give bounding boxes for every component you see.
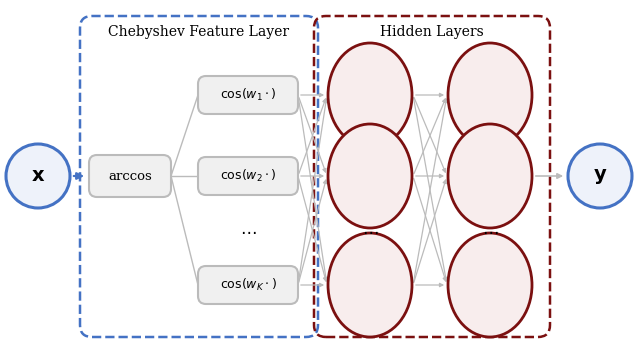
Ellipse shape [6,144,70,208]
Ellipse shape [448,43,532,147]
Ellipse shape [568,144,632,208]
Text: Hidden Layers: Hidden Layers [380,25,484,39]
Ellipse shape [328,43,412,147]
FancyBboxPatch shape [89,155,171,197]
Text: $\mathbf{y}$: $\mathbf{y}$ [593,167,607,185]
Ellipse shape [328,233,412,337]
Text: arccos: arccos [108,169,152,183]
Text: $\mathbf{x}$: $\mathbf{x}$ [31,167,45,185]
Ellipse shape [328,124,412,228]
Text: $\cos(w_1\cdot)$: $\cos(w_1\cdot)$ [220,87,276,103]
Text: $\cos(w_2\cdot)$: $\cos(w_2\cdot)$ [220,168,276,184]
Ellipse shape [448,124,532,228]
FancyBboxPatch shape [198,157,298,195]
Text: $\cdots$: $\cdots$ [240,221,256,239]
Text: $\cdots$: $\cdots$ [482,221,499,239]
FancyBboxPatch shape [198,266,298,304]
Text: $\cdots$: $\cdots$ [362,221,378,239]
Ellipse shape [448,233,532,337]
Text: Chebyshev Feature Layer: Chebyshev Feature Layer [108,25,289,39]
FancyBboxPatch shape [198,76,298,114]
Text: $\cos(w_K\cdot)$: $\cos(w_K\cdot)$ [220,277,276,293]
